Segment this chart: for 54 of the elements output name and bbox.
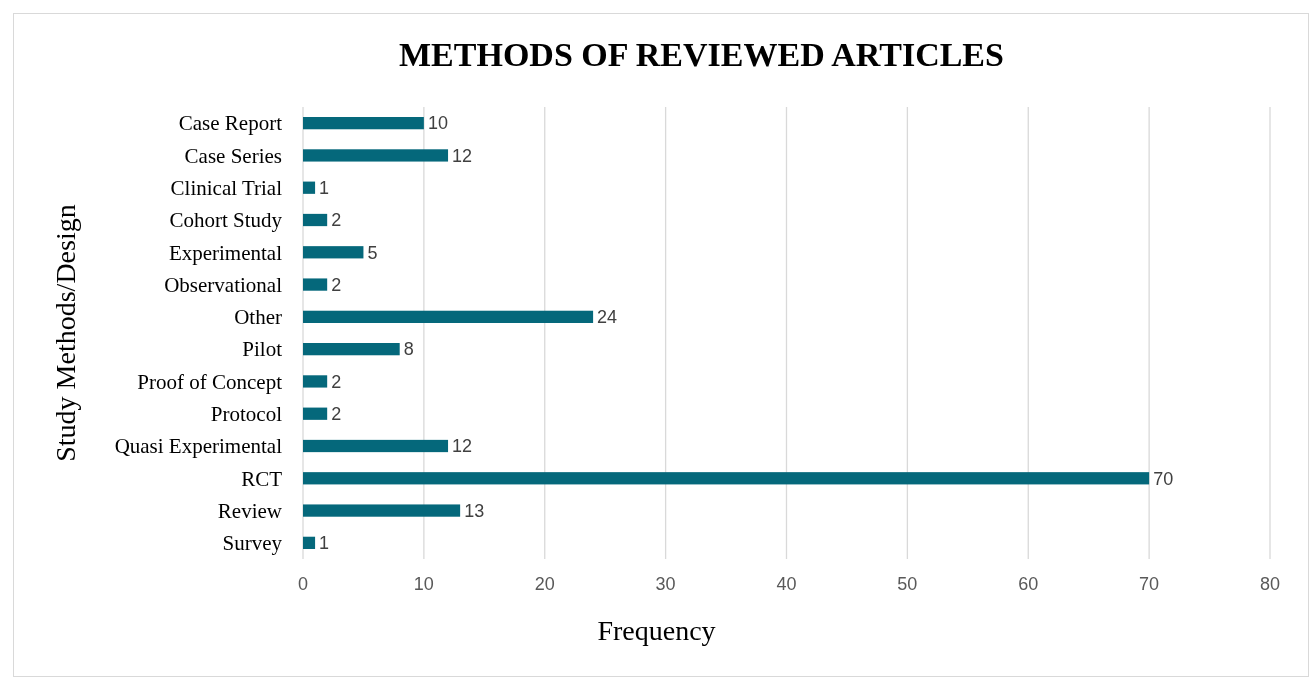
data-label: 13 [464,500,485,521]
bar [303,149,449,162]
x-tick-label: 30 [655,574,676,594]
data-label: 70 [1153,468,1174,489]
x-tick-label: 40 [776,574,797,594]
x-tick-label: 20 [534,574,555,594]
bar [303,181,316,194]
bar [303,472,1150,485]
data-label: 2 [331,404,342,425]
data-label: 10 [427,113,448,134]
y-tick-label: Protocol [210,402,283,427]
y-tick-label: RCT [241,466,283,491]
data-label: 24 [597,307,618,328]
y-tick-label: Pilot [242,337,283,362]
data-label: 12 [452,436,473,457]
y-axis-title: Study Methods/Design [50,204,81,462]
data-label: 12 [452,145,473,166]
bar [303,117,424,130]
y-tick-label: Observational [164,272,283,297]
data-label: 2 [331,371,342,392]
y-tick-label: Survey [222,531,283,556]
x-tick-label: 60 [1018,574,1039,594]
bar [303,375,328,388]
y-tick-label: Case Report [178,111,283,136]
y-tick-label: Clinical Trial [170,176,283,201]
data-label: 1 [319,178,330,199]
bar [303,213,328,227]
x-axis-title: Frequency [597,615,716,646]
bar [303,278,328,291]
bar [303,536,316,549]
y-tick-label: Quasi Experimental [114,434,283,459]
bar [303,439,449,453]
bar [303,246,364,259]
data-label: 2 [331,274,342,295]
data-label: 5 [367,242,378,263]
data-label: 8 [403,339,414,360]
x-tick-label: 0 [297,574,309,594]
y-tick-label: Proof of Concept [137,369,283,394]
x-tick-label: 80 [1259,574,1281,594]
data-label: 1 [319,533,330,554]
chart-title: METHODS OF REVIEWED ARTICLES [399,36,1004,73]
x-tick-label: 10 [413,574,434,594]
y-tick-label: Other [234,305,282,330]
x-tick-label: 50 [897,574,918,594]
x-tick-label: 70 [1139,574,1160,594]
data-label: 2 [331,210,342,231]
bar [303,343,400,356]
y-tick-label: Case Series [184,143,282,168]
bar [303,407,328,420]
bar [303,310,594,323]
y-tick-label: Review [217,498,283,523]
bar [303,504,461,517]
y-tick-label: Cohort Study [169,208,283,233]
y-tick-label: Experimental [168,240,283,265]
